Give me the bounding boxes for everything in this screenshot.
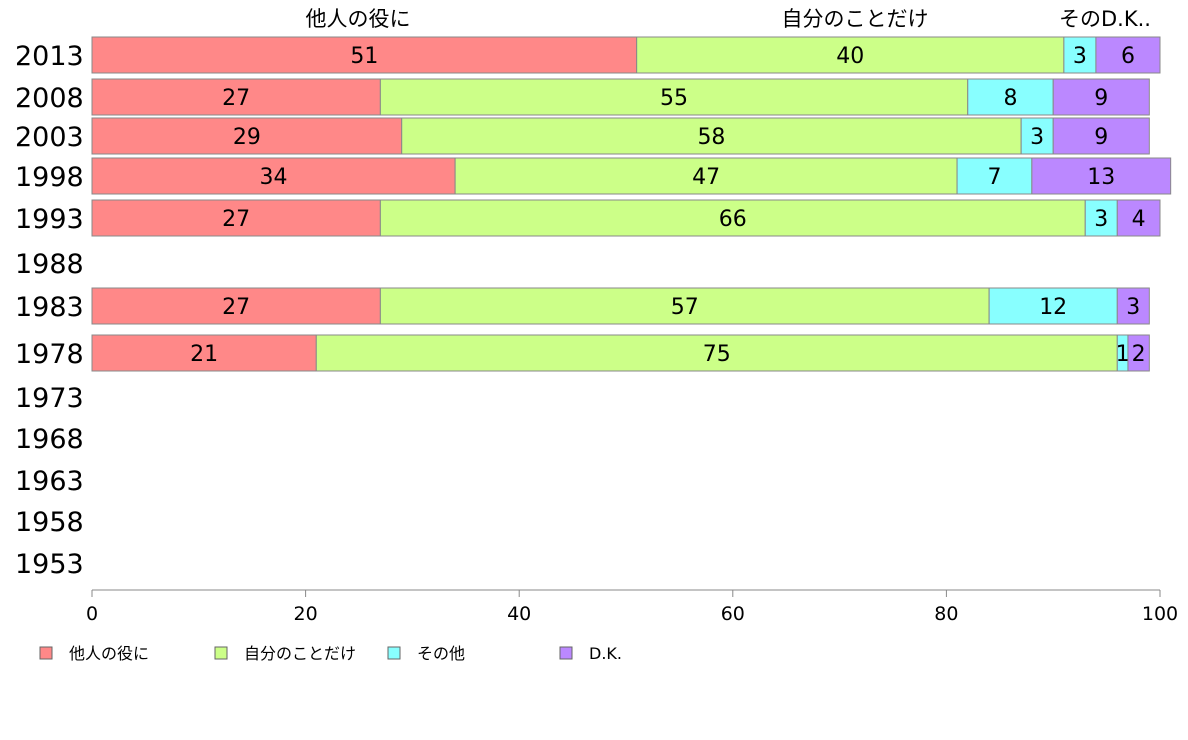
bar-segment [91, 36, 638, 74]
bar-segment [91, 117, 403, 155]
bar-segment [91, 334, 317, 372]
bar-segment [91, 287, 381, 325]
category-label: 1983 [15, 292, 84, 323]
legend-swatch [387, 646, 401, 660]
category-label: 1998 [15, 162, 84, 193]
x-tick-label: 80 [934, 603, 958, 625]
data-label: 55 [660, 86, 688, 111]
data-label: 4 [1132, 207, 1146, 232]
bar-segment [401, 117, 1022, 155]
data-label: 9 [1094, 86, 1108, 111]
data-label: 3 [1126, 295, 1140, 320]
data-label: 1 [1116, 342, 1130, 367]
top-label: 他人の役に [306, 7, 411, 31]
data-label: 57 [671, 295, 699, 320]
data-label: 66 [719, 207, 747, 232]
bar-segment [91, 199, 381, 237]
bar-segment [1084, 199, 1118, 237]
bar-segment [1095, 36, 1161, 74]
bar-segment [1116, 199, 1161, 237]
category-label: 2008 [15, 83, 84, 114]
data-label: 27 [222, 86, 250, 111]
bar-segment [967, 78, 1054, 116]
legend-label: その他 [417, 644, 465, 663]
data-label: 3 [1030, 125, 1044, 150]
data-label: 7 [987, 165, 1001, 190]
category-label: 2003 [15, 122, 84, 153]
data-label: 40 [836, 44, 864, 69]
x-tick-label: 100 [1142, 603, 1178, 625]
category-label: 1968 [15, 424, 84, 455]
data-label: 27 [222, 207, 250, 232]
legend-label: D.K. [589, 644, 622, 663]
category-label: 1978 [15, 339, 84, 370]
category-label: 1953 [15, 549, 84, 580]
bar-segment [1127, 334, 1150, 372]
legend-label: 他人の役に [69, 644, 149, 663]
data-label: 75 [703, 342, 731, 367]
bar-segment [91, 78, 381, 116]
top-label: そのD.K.. [1059, 7, 1151, 31]
category-label: 1993 [15, 204, 84, 235]
x-tick-label: 60 [721, 603, 745, 625]
data-label: 9 [1094, 125, 1108, 150]
x-tick-label: 0 [86, 603, 98, 625]
bar-segment [1063, 36, 1097, 74]
data-label: 47 [692, 165, 720, 190]
bar-segment [1031, 157, 1172, 195]
x-tick-label: 20 [294, 603, 318, 625]
bar-segment [636, 36, 1065, 74]
data-label: 13 [1087, 165, 1115, 190]
category-label: 1973 [15, 383, 84, 414]
data-label: 34 [260, 165, 288, 190]
bar-segment [91, 157, 456, 195]
category-label: 2013 [15, 41, 84, 72]
data-label: 29 [233, 125, 261, 150]
legend-label: 自分のことだけ [244, 644, 356, 663]
legend-swatch [39, 646, 53, 660]
data-label: 27 [222, 295, 250, 320]
x-tick-label: 40 [507, 603, 531, 625]
data-label: 3 [1094, 207, 1108, 232]
data-label: 6 [1121, 44, 1135, 69]
bar-segment [1052, 117, 1150, 155]
data-label: 51 [350, 44, 378, 69]
data-label: 21 [190, 342, 218, 367]
bar-segment [988, 287, 1118, 325]
top-label: 自分のことだけ [782, 7, 929, 31]
bar-segment [454, 157, 958, 195]
data-label: 12 [1039, 295, 1067, 320]
category-label: 1963 [15, 466, 84, 497]
bar-segment [379, 78, 969, 116]
data-label: 8 [1003, 86, 1017, 111]
legend-swatch [559, 646, 573, 660]
legend-swatch [214, 646, 228, 660]
bar-segment [1116, 287, 1150, 325]
category-label: 1958 [15, 507, 84, 538]
bar-segment [379, 287, 990, 325]
data-label: 2 [1132, 342, 1146, 367]
bar-segment [379, 199, 1086, 237]
bar-segment [1052, 78, 1150, 116]
data-label: 3 [1073, 44, 1087, 69]
category-label: 1988 [15, 249, 84, 280]
data-label: 58 [697, 125, 725, 150]
